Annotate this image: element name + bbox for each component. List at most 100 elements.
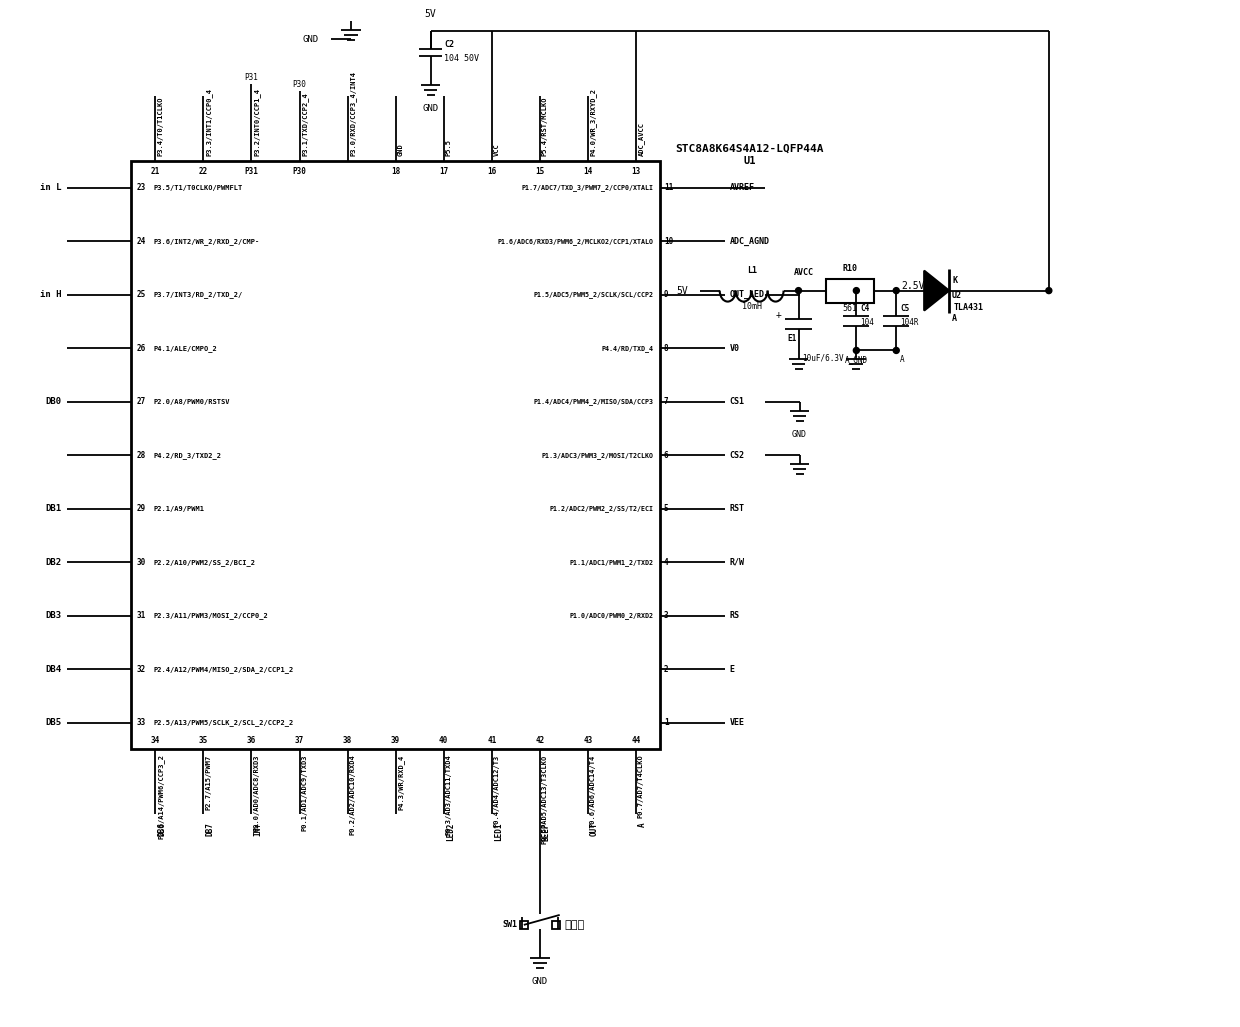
Text: P30: P30 — [293, 80, 306, 89]
Text: in L: in L — [40, 183, 62, 192]
Text: P0.5/AD5/ADC13/T3CLKO: P0.5/AD5/ADC13/T3CLKO — [542, 755, 548, 843]
Text: L1: L1 — [746, 266, 756, 275]
Text: P0.1/AD1/ADC9/TXD3: P0.1/AD1/ADC9/TXD3 — [301, 755, 308, 831]
Text: DB7: DB7 — [206, 823, 215, 836]
Text: 29: 29 — [136, 504, 145, 514]
Text: BEEP: BEEP — [542, 823, 551, 841]
Text: P4.4/RD/TXD_4: P4.4/RD/TXD_4 — [601, 345, 653, 351]
Text: P1.1/ADC1/PWM1_2/TXD2: P1.1/ADC1/PWM1_2/TXD2 — [570, 559, 653, 566]
Text: P4.1/ALE/CMPO_2: P4.1/ALE/CMPO_2 — [154, 345, 217, 351]
Text: 30: 30 — [136, 558, 145, 567]
Text: VCC: VCC — [494, 143, 500, 156]
Text: 9: 9 — [663, 291, 668, 299]
Text: U2: U2 — [952, 291, 962, 300]
Text: P3.2/INT0/CCP1_4: P3.2/INT0/CCP1_4 — [253, 88, 260, 156]
Text: 42: 42 — [536, 736, 544, 746]
Text: 34: 34 — [151, 736, 160, 746]
Text: 1: 1 — [663, 718, 668, 727]
Text: OUT: OUT — [590, 823, 599, 836]
Text: 4: 4 — [663, 558, 668, 567]
Text: P2.1/A9/PWM1: P2.1/A9/PWM1 — [154, 505, 205, 511]
Text: 6: 6 — [663, 451, 668, 460]
Text: 41: 41 — [487, 736, 496, 746]
Text: IN+: IN+ — [253, 823, 263, 836]
Text: RST: RST — [729, 504, 745, 514]
Text: A: A — [637, 823, 647, 827]
Text: +: + — [776, 309, 781, 319]
Text: 104 50V: 104 50V — [444, 53, 480, 63]
Text: CS1: CS1 — [729, 397, 745, 406]
Text: R/W: R/W — [729, 558, 745, 567]
Text: 7: 7 — [663, 397, 668, 406]
Text: K: K — [952, 276, 957, 286]
Text: DB4: DB4 — [46, 664, 62, 674]
Text: 36: 36 — [247, 736, 257, 746]
Text: P3.1/TXD/CCP2_4: P3.1/TXD/CCP2_4 — [301, 92, 309, 156]
Text: DB5: DB5 — [46, 718, 62, 727]
Text: P3.7/INT3/RD_2/TXD_2/: P3.7/INT3/RD_2/TXD_2/ — [154, 292, 243, 298]
Text: P2.4/A12/PWM4/MISO_2/SDA_2/CCP1_2: P2.4/A12/PWM4/MISO_2/SDA_2/CCP1_2 — [154, 665, 294, 673]
Text: GND: GND — [423, 104, 439, 113]
Text: GND: GND — [398, 143, 403, 156]
Text: 17: 17 — [439, 167, 449, 176]
Text: P3.0/RXD/CCP3_4/INT4: P3.0/RXD/CCP3_4/INT4 — [350, 71, 356, 156]
Text: P31: P31 — [244, 167, 258, 176]
Text: A: A — [900, 355, 905, 365]
Text: 22: 22 — [198, 167, 208, 176]
Text: P5.4/RST/MCLKO: P5.4/RST/MCLKO — [542, 97, 548, 156]
Text: 33: 33 — [136, 718, 145, 727]
Text: P4.0/WR_3/RXYD_2: P4.0/WR_3/RXYD_2 — [590, 88, 596, 156]
Text: 13: 13 — [631, 167, 641, 176]
Text: 10mH: 10mH — [742, 302, 761, 311]
Circle shape — [853, 288, 859, 294]
Polygon shape — [924, 271, 949, 310]
Text: P3.5/T1/T0CLKO/PWMFLT: P3.5/T1/T0CLKO/PWMFLT — [154, 185, 243, 191]
Text: 38: 38 — [343, 736, 352, 746]
Text: 确认键: 确认键 — [564, 920, 585, 929]
Text: VEE: VEE — [729, 718, 745, 727]
Text: DB6: DB6 — [157, 823, 166, 836]
Text: 25: 25 — [136, 291, 145, 299]
Text: E1: E1 — [787, 334, 796, 343]
Text: U1: U1 — [744, 156, 756, 166]
Text: 31: 31 — [136, 611, 145, 620]
Text: 44: 44 — [631, 736, 641, 746]
Circle shape — [853, 347, 859, 353]
Text: 5V: 5V — [424, 9, 436, 20]
Text: C4: C4 — [861, 304, 869, 313]
Text: GND: GND — [303, 35, 319, 44]
Text: STC8A8K64S4A12-LQFP44A: STC8A8K64S4A12-LQFP44A — [676, 144, 823, 154]
Text: AVCC: AVCC — [794, 268, 813, 277]
Text: 15: 15 — [536, 167, 544, 176]
Text: 5: 5 — [663, 504, 668, 514]
Text: RS: RS — [729, 611, 740, 620]
Text: 10: 10 — [663, 236, 673, 245]
Text: R10: R10 — [843, 264, 858, 273]
Circle shape — [796, 288, 801, 294]
Text: 5V: 5V — [676, 286, 688, 296]
Text: P1.0/ADC0/PWM0_2/RXD2: P1.0/ADC0/PWM0_2/RXD2 — [570, 612, 653, 619]
Text: P3.3/INT1/CCP0_4: P3.3/INT1/CCP0_4 — [206, 88, 212, 156]
Text: 16: 16 — [487, 167, 496, 176]
Text: 39: 39 — [391, 736, 401, 746]
Text: P0.3/AD3/ADC11/TXD4: P0.3/AD3/ADC11/TXD4 — [445, 755, 451, 835]
Text: CS2: CS2 — [729, 451, 745, 460]
Text: 26: 26 — [136, 344, 145, 352]
Text: C5: C5 — [900, 304, 909, 313]
Circle shape — [1045, 288, 1052, 294]
Text: 32: 32 — [136, 664, 145, 674]
Text: P2.7/A15/PWM7: P2.7/A15/PWM7 — [206, 755, 211, 809]
Text: 37: 37 — [295, 736, 304, 746]
Text: P3.4/T0/T1CLKO: P3.4/T0/T1CLKO — [157, 97, 164, 156]
Text: 35: 35 — [198, 736, 208, 746]
Text: TLA431: TLA431 — [954, 303, 985, 312]
Text: P1.7/ADC7/TXD_3/PWM7_2/CCP0/XTALI: P1.7/ADC7/TXD_3/PWM7_2/CCP0/XTALI — [522, 184, 653, 191]
Text: P0.2/AD2/ADC10/RXD4: P0.2/AD2/ADC10/RXD4 — [350, 755, 356, 835]
Text: P3.6/INT2/WR_2/RXD_2/CMP-: P3.6/INT2/WR_2/RXD_2/CMP- — [154, 237, 259, 244]
Text: SW1: SW1 — [503, 920, 518, 929]
Text: in H: in H — [40, 291, 62, 299]
Text: 28: 28 — [136, 451, 145, 460]
Text: 561: 561 — [843, 304, 858, 313]
Text: P2.0/A8/PWM0/RSTSV: P2.0/A8/PWM0/RSTSV — [154, 398, 229, 405]
Text: P2.5/A13/PWM5/SCLK_2/SCL_2/CCP2_2: P2.5/A13/PWM5/SCLK_2/SCL_2/CCP2_2 — [154, 719, 294, 726]
